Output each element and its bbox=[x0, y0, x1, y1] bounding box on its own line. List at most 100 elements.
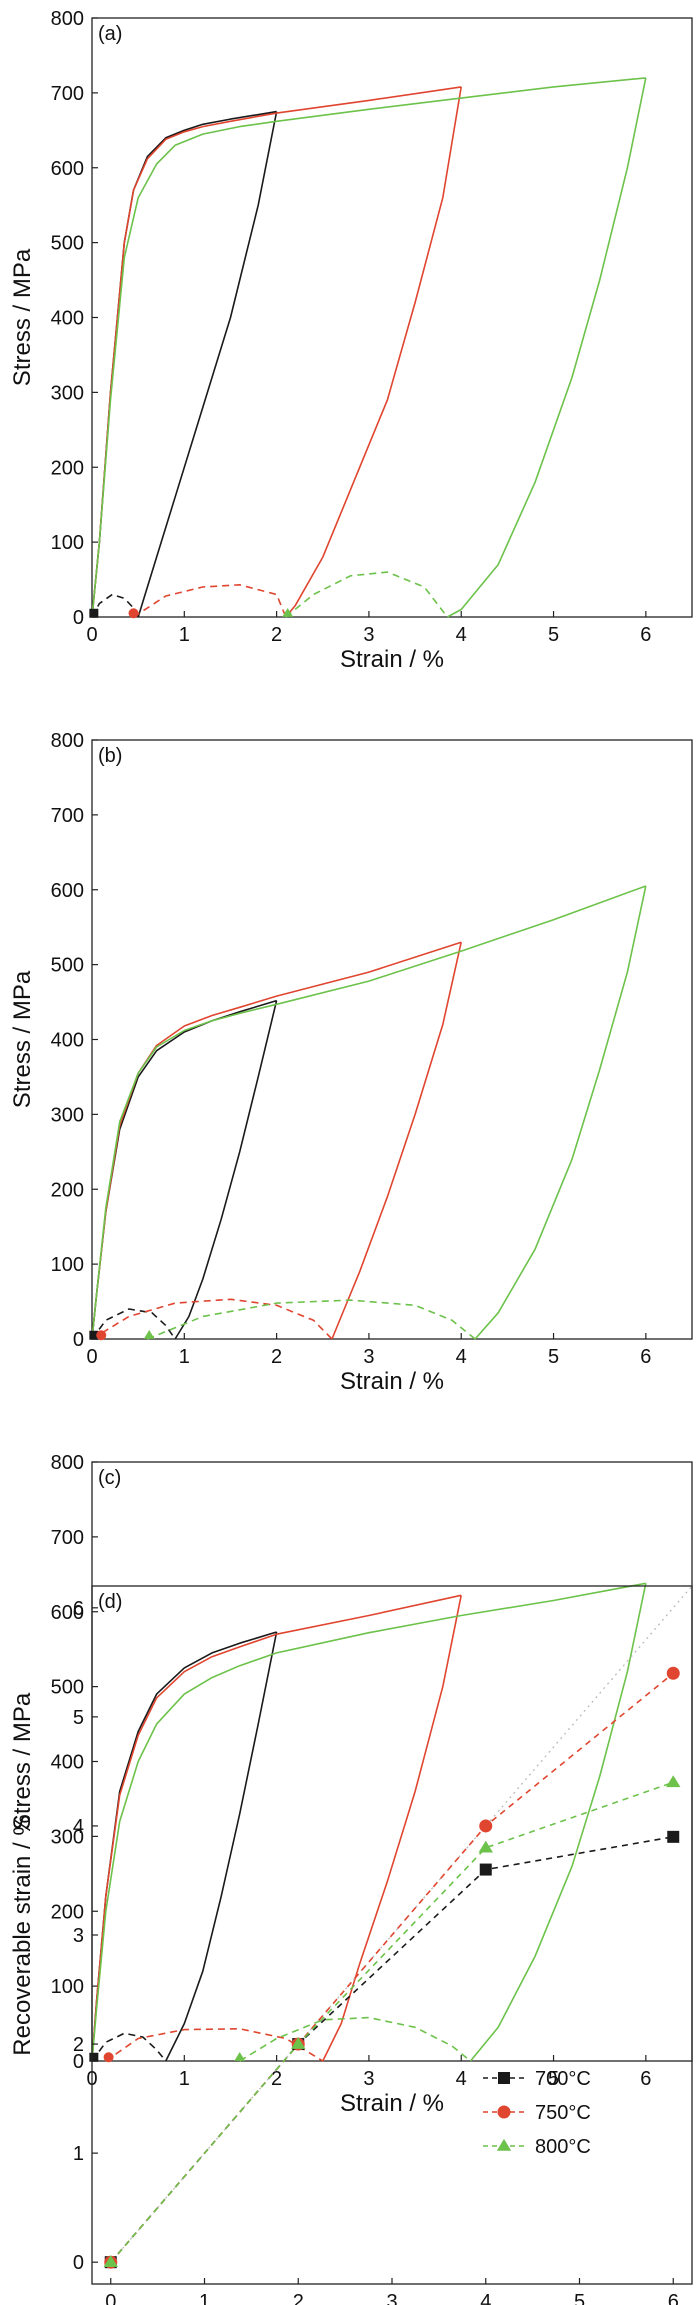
x-tick-label: 5 bbox=[548, 1346, 559, 1368]
y-tick-label: 100 bbox=[51, 1976, 84, 1998]
series-line-3 bbox=[110, 1781, 674, 2263]
y-tick-label: 300 bbox=[51, 382, 84, 404]
plot-frame bbox=[91, 1461, 693, 2062]
curve-end-marker-2 bbox=[103, 2052, 114, 2063]
plot-frame bbox=[91, 739, 693, 1340]
panel-label: (a) bbox=[98, 23, 122, 45]
x-axis-label: Strain / % bbox=[340, 646, 444, 673]
plot-frame bbox=[91, 17, 693, 618]
y-axis-label: Recoverable strain / % bbox=[9, 1814, 36, 2055]
legend-marker bbox=[497, 2105, 511, 2119]
x-axis-label: Strain / % bbox=[340, 2090, 444, 2117]
x-tick-label: 4 bbox=[456, 624, 467, 646]
series-line-1 bbox=[110, 1836, 674, 2263]
curve-9 bbox=[285, 571, 449, 618]
curve-5 bbox=[285, 86, 462, 618]
y-tick-label: 100 bbox=[51, 1254, 84, 1276]
y-tick-label: 800 bbox=[51, 730, 84, 752]
series-line-2 bbox=[110, 1672, 674, 2263]
x-tick-label: 0 bbox=[105, 2291, 116, 2305]
y-tick-label: 700 bbox=[51, 83, 84, 105]
y-tick-label: 3 bbox=[73, 1925, 84, 1947]
x-tick-label: 3 bbox=[363, 2068, 374, 2090]
x-tick-label: 0 bbox=[86, 1346, 97, 1368]
x-tick-label: 1 bbox=[179, 1346, 190, 1368]
y-tick-label: 0 bbox=[73, 2051, 84, 2073]
y-tick-label: 500 bbox=[51, 233, 84, 255]
y-tick-label: 200 bbox=[51, 1179, 84, 1201]
x-tick-label: 3 bbox=[363, 624, 374, 646]
curve-end-marker-3 bbox=[234, 2051, 246, 2061]
y-tick-label: 400 bbox=[51, 1030, 84, 1052]
y-tick-label: 700 bbox=[51, 805, 84, 827]
curve-end-marker-1 bbox=[89, 1330, 99, 1340]
x-tick-label: 2 bbox=[271, 2068, 282, 2090]
y-tick-label: 600 bbox=[51, 158, 84, 180]
series-3-point bbox=[478, 1840, 493, 1853]
x-tick-label: 2 bbox=[293, 2291, 304, 2305]
y-tick-label: 300 bbox=[51, 1826, 84, 1848]
x-tick-label: 2 bbox=[271, 624, 282, 646]
y-tick-label: 200 bbox=[51, 1901, 84, 1923]
legend-label: 750°C bbox=[535, 2102, 591, 2124]
x-axis-label: Strain / % bbox=[340, 1368, 444, 1395]
curve-6 bbox=[133, 584, 287, 618]
curve-end-marker-1 bbox=[89, 2052, 99, 2062]
curve-7 bbox=[91, 1582, 646, 2062]
x-tick-label: 4 bbox=[480, 2291, 491, 2305]
series-1-point bbox=[667, 1830, 680, 1843]
curve-8 bbox=[469, 1583, 647, 2062]
y-tick-label: 700 bbox=[51, 1527, 84, 1549]
curve-end-marker-1 bbox=[89, 608, 99, 618]
curve-6 bbox=[105, 2028, 324, 2062]
x-tick-label: 6 bbox=[640, 2068, 651, 2090]
series-3-point bbox=[666, 1775, 681, 1788]
y-axis-label: Stress / MPa bbox=[9, 970, 36, 1108]
curve-5 bbox=[331, 942, 462, 1340]
y-tick-label: 500 bbox=[51, 955, 84, 977]
curve-7 bbox=[91, 77, 646, 618]
chart-panel-2: 0 1 2 3 4 5 6 0 100 200 300 400 500 600 700 800 Strain /… bbox=[9, 730, 693, 1395]
chart-panel-1: 0 1 2 3 4 5 6 0 100 200 300 400 500 600 700 800 Strain /… bbox=[9, 8, 693, 673]
y-tick-label: 4 bbox=[73, 1816, 84, 1838]
y-tick-label: 0 bbox=[73, 1329, 84, 1351]
x-tick-label: 6 bbox=[640, 1346, 651, 1368]
curve-2 bbox=[137, 111, 278, 618]
y-tick-label: 800 bbox=[51, 8, 84, 30]
y-axis-label: Stress / MPa bbox=[9, 1692, 36, 1830]
curve-2 bbox=[165, 1631, 278, 2062]
x-tick-label: 1 bbox=[199, 2291, 210, 2305]
curve-end-marker-2 bbox=[96, 1330, 107, 1341]
legend-marker bbox=[498, 2072, 510, 2084]
y-tick-label: 0 bbox=[73, 607, 84, 629]
x-tick-label: 2 bbox=[271, 1346, 282, 1368]
curve-8 bbox=[447, 77, 647, 618]
y-tick-label: 200 bbox=[51, 457, 84, 479]
y-tick-label: 500 bbox=[51, 1677, 84, 1699]
y-axis-label: Stress / MPa bbox=[9, 248, 36, 386]
x-tick-label: 0 bbox=[86, 624, 97, 646]
legend-label: 800°C bbox=[535, 2136, 591, 2158]
curve-9 bbox=[239, 2016, 472, 2062]
y-tick-label: 300 bbox=[51, 1104, 84, 1126]
series-2-point bbox=[666, 1666, 680, 1680]
curve-4 bbox=[91, 86, 462, 618]
legend-marker bbox=[496, 2138, 512, 2151]
series-3-point bbox=[291, 2036, 306, 2049]
y-tick-label: 600 bbox=[51, 1602, 84, 1624]
y-tick-label: 0 bbox=[73, 2252, 84, 2274]
y-tick-label: 600 bbox=[51, 880, 84, 902]
y-tick-label: 5 bbox=[73, 1707, 84, 1729]
curve-3 bbox=[91, 1308, 176, 1340]
curve-end-marker-2 bbox=[128, 608, 139, 619]
curve-6 bbox=[91, 1298, 333, 1340]
x-tick-label: 3 bbox=[386, 2291, 397, 2305]
x-tick-label: 5 bbox=[574, 2291, 585, 2305]
curve-4 bbox=[91, 1594, 462, 2062]
curve-3 bbox=[91, 593, 139, 618]
x-tick-label: 6 bbox=[668, 2291, 679, 2305]
legend-label: 700°C bbox=[535, 2068, 591, 2090]
panel-label: (d) bbox=[98, 1591, 122, 1613]
